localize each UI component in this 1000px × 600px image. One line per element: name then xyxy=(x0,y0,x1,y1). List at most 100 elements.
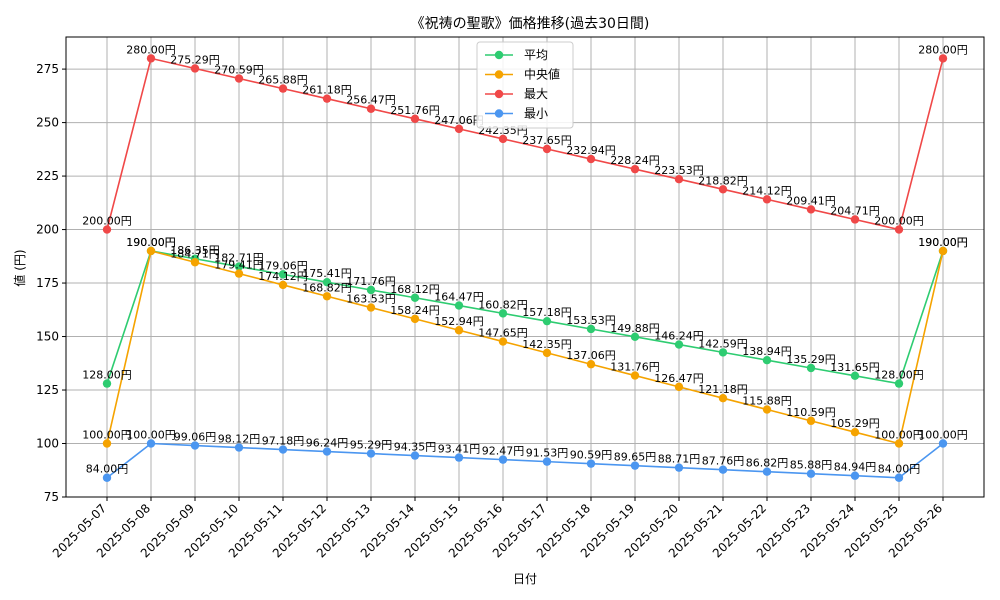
data-point xyxy=(850,427,860,437)
data-point xyxy=(410,114,420,124)
x-axis-title: 日付 xyxy=(513,572,537,586)
data-label: 190.00円 xyxy=(918,236,968,249)
legend-box xyxy=(476,41,574,129)
data-label: 96.24円 xyxy=(306,437,349,450)
data-point xyxy=(674,463,684,472)
data-label: 89.65円 xyxy=(614,451,657,464)
data-label: 275.29円 xyxy=(170,53,220,66)
data-label: 190.00円 xyxy=(126,236,176,249)
data-point xyxy=(366,285,376,295)
data-label: 105.29円 xyxy=(830,417,880,430)
legend-label: 最小 xyxy=(524,107,548,121)
chart-title: 《祝祷の聖歌》価格推移(過去30日間) xyxy=(411,16,650,32)
series-4 xyxy=(102,439,948,482)
data-label: 128.00円 xyxy=(874,369,924,382)
data-point xyxy=(410,451,420,460)
data-point xyxy=(322,447,332,456)
data-point xyxy=(806,469,816,478)
y-tick-label: 125 xyxy=(36,383,59,397)
data-label: 171.76円 xyxy=(346,275,396,288)
data-label: 280.00円 xyxy=(918,43,968,56)
data-label: 256.47円 xyxy=(346,94,396,107)
series-1 xyxy=(102,246,948,388)
data-point xyxy=(894,379,904,388)
data-label: 84.00円 xyxy=(86,463,129,476)
legend-marker xyxy=(494,89,504,99)
data-point xyxy=(938,54,948,63)
data-point xyxy=(454,453,464,462)
data-label: 251.76円 xyxy=(390,104,440,117)
data-point xyxy=(366,449,376,458)
data-point xyxy=(146,54,156,63)
data-point xyxy=(102,379,112,388)
data-label: 175.41円 xyxy=(302,267,352,280)
x-axis-ticks: 2025-05-072025-05-082025-05-092025-05-10… xyxy=(50,497,945,560)
data-point xyxy=(762,355,772,365)
data-label: 92.47円 xyxy=(482,445,525,458)
data-point xyxy=(102,439,112,448)
data-label: 174.12円 xyxy=(258,270,308,283)
data-label: 163.53円 xyxy=(346,293,396,306)
data-point xyxy=(454,124,464,134)
data-label: 168.12円 xyxy=(390,283,440,296)
data-point xyxy=(894,473,904,482)
data-point xyxy=(454,301,464,310)
data-point xyxy=(366,303,376,312)
data-label: 209.41円 xyxy=(786,194,836,207)
data-label: 280.00円 xyxy=(126,43,176,56)
data-label: 100.00円 xyxy=(82,429,132,442)
plot-frame xyxy=(65,36,985,498)
data-point xyxy=(630,461,640,470)
data-label: 135.29円 xyxy=(786,353,836,366)
data-label: 137.06円 xyxy=(566,349,616,362)
data-label: 128.00円 xyxy=(82,369,132,382)
series-line xyxy=(106,250,944,385)
series-3 xyxy=(102,54,948,234)
data-label: 153.53円 xyxy=(566,314,616,327)
y-tick-label: 150 xyxy=(36,330,59,344)
data-point xyxy=(278,280,288,290)
data-point xyxy=(322,292,332,301)
y-tick-label: 200 xyxy=(36,223,59,237)
data-label: 88.71円 xyxy=(658,453,701,466)
data-label: 179.41円 xyxy=(214,259,264,272)
legend-marker xyxy=(494,109,504,118)
data-point xyxy=(234,262,244,271)
y-tick-label: 100 xyxy=(36,437,59,451)
data-label: 152.94円 xyxy=(434,315,484,328)
data-point xyxy=(718,348,728,357)
data-label: 85.88円 xyxy=(790,459,833,472)
data-point xyxy=(102,225,112,234)
data-label: 110.59円 xyxy=(786,406,836,419)
data-point xyxy=(278,270,288,279)
data-point xyxy=(630,371,640,380)
data-point xyxy=(234,269,244,278)
data-label: 237.65円 xyxy=(522,134,572,147)
data-point xyxy=(718,185,728,194)
data-point xyxy=(146,246,156,256)
data-point xyxy=(718,393,728,403)
y-tick-label: 250 xyxy=(36,116,59,130)
data-label: 190.00円 xyxy=(126,236,176,249)
data-point xyxy=(146,439,156,448)
data-label: 100.00円 xyxy=(918,429,968,442)
data-point xyxy=(454,326,464,335)
data-label: 98.12円 xyxy=(218,433,261,446)
legend-label: 中央値 xyxy=(524,67,560,82)
data-point xyxy=(586,459,596,468)
data-point xyxy=(894,439,904,448)
series-2 xyxy=(102,246,948,448)
y-axis-ticks: 75 100 125 150 175 200 225 250 275 xyxy=(36,62,66,504)
data-label: 142.35円 xyxy=(522,338,572,351)
data-point xyxy=(542,316,552,326)
data-label: 91.53円 xyxy=(526,447,569,460)
data-label: 168.82円 xyxy=(302,281,352,294)
data-label: 87.76円 xyxy=(702,455,745,468)
data-point xyxy=(498,455,508,464)
data-point xyxy=(806,205,816,214)
legend-label: 平均 xyxy=(524,48,548,62)
data-label: 204.71円 xyxy=(830,204,880,217)
data-point xyxy=(410,314,420,324)
data-label: 149.88円 xyxy=(610,322,660,335)
